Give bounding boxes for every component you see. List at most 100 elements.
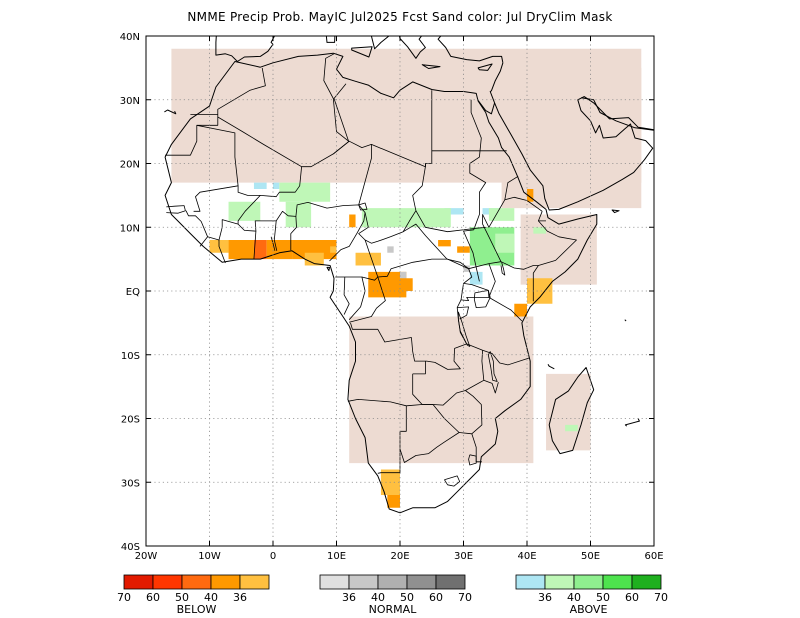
border-line-12: [358, 163, 426, 244]
forecast-cell-below-40: [457, 246, 470, 253]
legend-swatch: [377, 574, 408, 590]
border-line-1: [165, 117, 219, 156]
forecast-cell-normal-36: [387, 246, 394, 253]
legend-tick-label: 60: [429, 591, 443, 604]
forecast-cell-above-40: [488, 208, 515, 221]
dryclim-mask-southern-africa: [349, 316, 534, 464]
legend-group-name: BELOW: [177, 603, 217, 616]
forecast-cell-below-40: [527, 189, 534, 202]
coastline-africa: [164, 52, 598, 514]
y-tick-label: 20S: [121, 415, 140, 426]
forecast-cell-above-36: [253, 182, 267, 189]
axis-ticks: 20W 10W 0 10E 20E 30E 40E 50E 60E 40N 30N 20N 10N EQ 1…: [120, 32, 664, 562]
legend-tick-label: 40: [204, 591, 218, 604]
forecast-cell-below-40: [292, 240, 337, 260]
forecast-cell-below-40: [514, 303, 527, 317]
legend-tick-label: 70: [458, 591, 472, 604]
coastline-sinai: [477, 100, 496, 115]
legend-tick-label: 50: [400, 591, 414, 604]
legend-group-name: ABOVE: [570, 603, 608, 616]
coastline-cape-verde: [118, 194, 124, 197]
coastline-sardinia: [325, 36, 336, 43]
border-line-34: [412, 350, 485, 406]
border-line-18: [333, 83, 349, 142]
border-line-33: [466, 343, 530, 366]
forecast-cell-below-40: [349, 214, 356, 228]
legend-swatch: [631, 574, 662, 590]
legend-tick-label: 70: [117, 591, 131, 604]
forecast-cell-below-36: [330, 246, 337, 253]
legend-group-name: NORMAL: [369, 603, 418, 616]
border-line-11: [295, 202, 366, 262]
x-tick-label: 20W: [135, 551, 158, 562]
border-line-43: [468, 454, 477, 466]
legend-tick-label: 40: [567, 591, 581, 604]
coastline-crete: [421, 64, 441, 69]
coastline-cyprus: [477, 63, 493, 71]
forecast-cell-above-40: [565, 424, 578, 432]
lake-turkana: [500, 262, 506, 276]
border-line-21: [343, 276, 350, 315]
border-line-0: [217, 67, 350, 168]
forecast-cell-above-40: [533, 227, 547, 234]
legend-swatch: [348, 574, 379, 590]
forecast-cell-above-40: [495, 233, 515, 253]
dryclim-mask-madagascar: [546, 373, 591, 451]
coastline-madagascar: [548, 367, 595, 455]
forecast-cell-below-36: [355, 252, 381, 266]
legend-swatch: [602, 574, 633, 590]
x-tick-label: 30E: [454, 551, 473, 562]
forecast-cell-normal-36: [400, 271, 407, 279]
map-title: NMME Precip Prob. MayIC Jul2025 Fcst San…: [187, 10, 613, 24]
border-line-31: [460, 283, 490, 301]
border-line-32: [457, 306, 469, 320]
coastline-greece: [398, 36, 426, 59]
x-tick-label: 60E: [644, 551, 663, 562]
coastline-italy: [370, 36, 390, 50]
y-tick-label: 30S: [121, 478, 140, 489]
border-line-22: [348, 276, 366, 320]
lake-chad: [358, 202, 368, 211]
border-line-35: [412, 361, 426, 375]
dryclim-mask-horn: [520, 214, 597, 285]
y-tick-label: EQ: [126, 287, 140, 298]
legend-tick-label: 36: [342, 591, 356, 604]
x-tick-label: 50E: [581, 551, 600, 562]
lake-malawi: [487, 351, 498, 382]
x-tick-label: 10E: [327, 551, 346, 562]
border-line-8: [237, 195, 261, 225]
coastline-arabia: [489, 62, 654, 211]
legend-tick-label: 36: [538, 591, 552, 604]
x-tick-label: 20E: [390, 551, 409, 562]
border-line-6: [207, 219, 257, 260]
border-line-7: [218, 240, 226, 264]
border-line-23: [349, 276, 386, 323]
legend-swatch: [210, 574, 241, 590]
border-line-13: [333, 140, 372, 206]
coastline-socotra: [611, 209, 620, 214]
border-line-41: [483, 379, 499, 394]
forecast-cell-below-40: [228, 240, 254, 260]
legend-swatch: [181, 574, 212, 590]
forecast-cell-below-40: [438, 240, 451, 247]
border-line-36: [347, 399, 433, 407]
dryclim-mask-layer: [171, 48, 642, 464]
forecast-cell-below-40: [400, 278, 413, 291]
coastline-comoros: [547, 364, 555, 370]
y-tick-label: 40N: [120, 32, 140, 43]
legend-tick-label: 60: [146, 591, 160, 604]
forecast-cell-above-40: [361, 208, 400, 228]
coastline-sicily: [351, 46, 373, 58]
coastline-seychelles: [624, 319, 627, 322]
legend-swatch: [319, 574, 350, 590]
legend-tick-label: 50: [596, 591, 610, 604]
legend-swatch: [406, 574, 437, 590]
border-line-3: [237, 166, 302, 198]
border-line-5: [185, 210, 208, 247]
y-tick-label: 40S: [121, 542, 140, 553]
border-line-2: [193, 124, 239, 212]
legend-swatch: [152, 574, 183, 590]
forecast-cell-above-36: [273, 182, 280, 189]
